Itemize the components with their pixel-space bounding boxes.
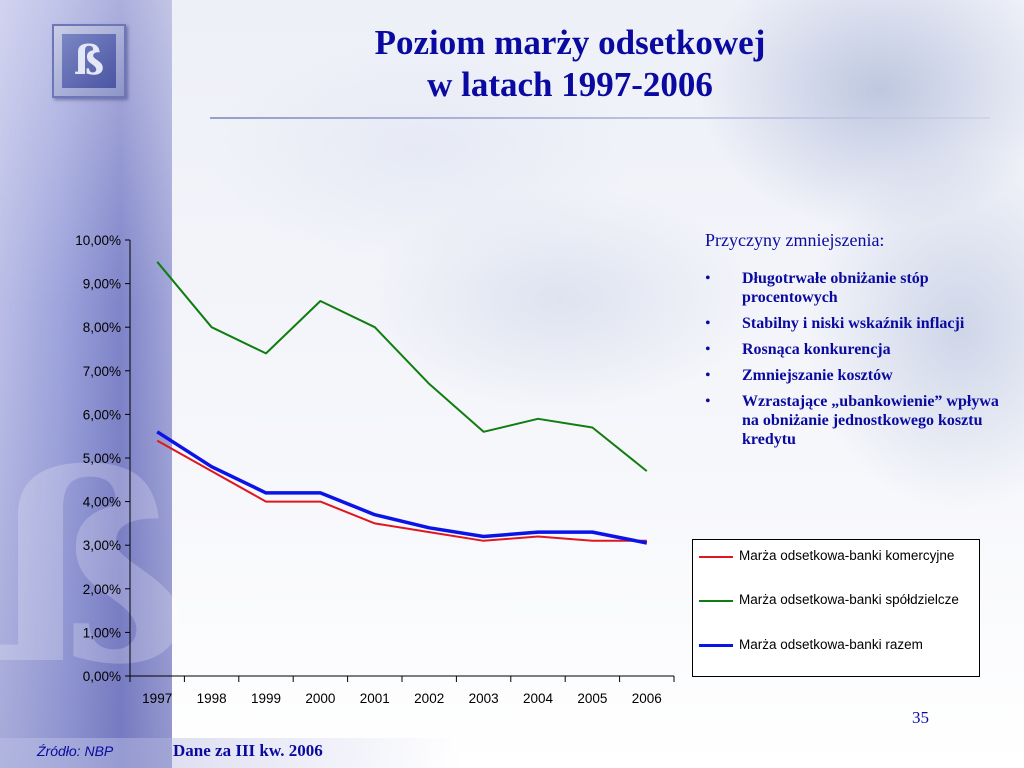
- bullet-icon: •: [705, 341, 711, 358]
- x-tick-label: 2005: [577, 691, 607, 706]
- source-note: Dane za III kw. 2006: [173, 741, 323, 760]
- y-tick-label: 1,00%: [83, 625, 121, 640]
- y-tick-label: 0,00%: [83, 669, 121, 684]
- bullet-icon: •: [705, 367, 711, 384]
- reason-item: • Długotrwałe obniżanie stóp procentowych: [705, 269, 1015, 307]
- bank-logo-glyph: ß: [73, 37, 105, 84]
- y-tick-label: 3,00%: [83, 538, 121, 553]
- reason-item: • Rosnąca konkurencja: [705, 340, 1015, 359]
- series-line-1: [156, 261, 648, 472]
- page-number: 35: [912, 708, 929, 727]
- title-divider: [210, 117, 990, 119]
- reasons-list: • Długotrwałe obniżanie stóp procentowych…: [705, 269, 1015, 449]
- x-tick-label: 1998: [197, 691, 227, 706]
- y-tick-label: 8,00%: [83, 320, 121, 335]
- x-tick-label: 1997: [142, 691, 172, 706]
- bullet-icon: •: [705, 270, 711, 287]
- y-tick-label: 2,00%: [83, 582, 121, 597]
- x-tick-label: 2001: [360, 691, 390, 706]
- legend-swatch-cooperative: [699, 600, 733, 602]
- x-tick-label: 2004: [523, 691, 554, 706]
- reason-text: Długotrwałe obniżanie stóp procentowych: [742, 270, 929, 306]
- legend-swatch-total: [699, 644, 733, 647]
- legend-label-cooperative: Marża odsetkowa-banki spółdzielcze: [739, 592, 959, 607]
- y-tick-label: 5,00%: [83, 451, 121, 466]
- watermark-logo-glyph: ß: [0, 417, 188, 722]
- bullet-icon: •: [705, 315, 711, 332]
- slide-title-line1: Poziom marży odsetkowej: [374, 23, 766, 62]
- x-tick-label: 1999: [251, 691, 281, 706]
- legend-item-cooperative: Marża odsetkowa-banki spółdzielcze: [699, 590, 975, 630]
- x-tick-label: 2006: [632, 691, 662, 706]
- bank-logo: ß: [52, 24, 126, 98]
- reason-text: Stabilny i niski wskaźnik inflacji: [742, 315, 965, 332]
- y-tick-label: 7,00%: [83, 364, 121, 379]
- reasons-panel: Przyczyny zmniejszenia: • Długotrwałe obn…: [705, 230, 1015, 456]
- left-bar-shade: [0, 0, 172, 768]
- legend-label-commercial: Marża odsetkowa-banki komercyjne: [739, 548, 955, 563]
- series-line-0: [156, 439, 647, 542]
- reason-text: Wzrastające „ubankowienie” wpływa na obn…: [742, 393, 999, 448]
- reason-item: • Wzrastające „ubankowienie” wpływa na ob…: [705, 392, 1015, 449]
- reason-item: • Zmniejszanie kosztów: [705, 366, 1015, 385]
- reason-text: Zmniejszanie kosztów: [742, 367, 893, 384]
- x-tick-label: 2002: [414, 691, 444, 706]
- legend-swatch-commercial: [699, 556, 733, 558]
- y-tick-label: 4,00%: [83, 495, 121, 510]
- legend-item-commercial: Marża odsetkowa-banki komercyjne: [699, 546, 975, 586]
- reasons-heading: Przyczyny zmniejszenia:: [705, 230, 885, 250]
- source-label: Źródło: NBP: [37, 743, 114, 759]
- slide-title: Poziom marży odsetkowej w latach 1997-20…: [240, 22, 900, 106]
- bottom-decorative-bar: [0, 738, 1024, 768]
- y-tick-label: 6,00%: [83, 407, 121, 422]
- chart-legend: Marża odsetkowa-banki komercyjne Marża o…: [692, 539, 980, 677]
- legend-label-total: Marża odsetkowa-banki razem: [739, 637, 923, 652]
- reason-text: Rosnąca konkurencja: [742, 341, 891, 358]
- x-tick-label: 2003: [469, 691, 499, 706]
- left-decorative-bar: [0, 0, 172, 768]
- bank-logo-inner: ß: [62, 34, 116, 88]
- y-tick-label: 9,00%: [83, 277, 121, 292]
- x-tick-label: 2000: [305, 691, 335, 706]
- legend-item-total: Marża odsetkowa-banki razem: [699, 635, 975, 657]
- bullet-icon: •: [705, 393, 711, 410]
- series-line-2: [156, 430, 648, 545]
- reason-item: • Stabilny i niski wskaźnik inflacji: [705, 314, 1015, 333]
- slide-title-line2: w latach 1997-2006: [427, 65, 713, 104]
- y-tick-label: 10,00%: [75, 233, 121, 248]
